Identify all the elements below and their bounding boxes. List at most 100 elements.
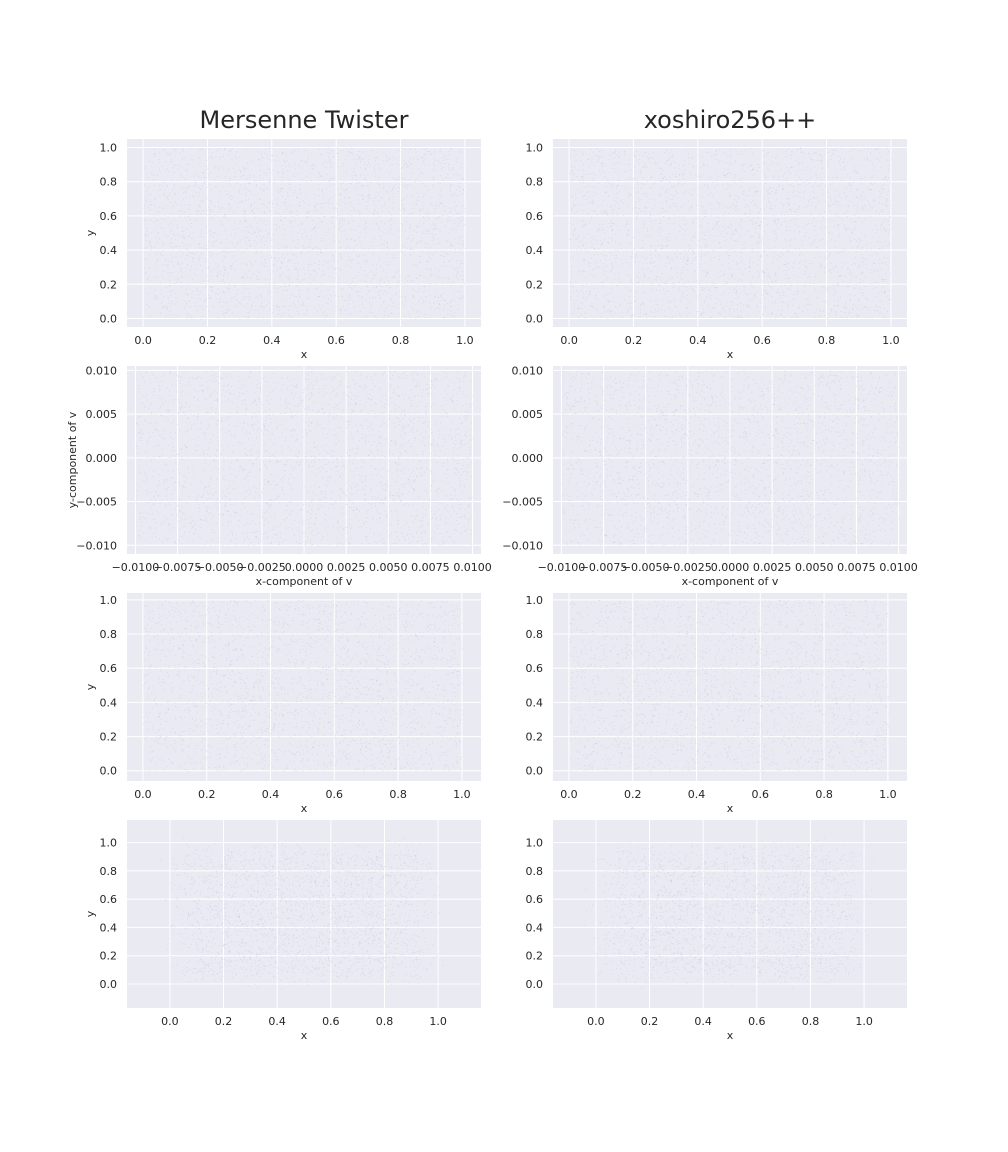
scatter-point bbox=[645, 313, 647, 314]
scatter-point bbox=[311, 229, 313, 231]
scatter-point bbox=[575, 238, 577, 240]
scatter-point bbox=[798, 207, 799, 209]
scatter-point bbox=[718, 220, 719, 222]
scatter-point bbox=[233, 269, 235, 271]
scatter-point bbox=[786, 167, 788, 169]
scatter-point bbox=[864, 197, 865, 199]
scatter-point bbox=[843, 311, 845, 313]
scatter-point bbox=[642, 269, 644, 271]
scatter-point bbox=[649, 157, 651, 159]
scatter-point bbox=[614, 258, 616, 259]
scatter-point bbox=[591, 216, 593, 218]
scatter-point bbox=[786, 241, 788, 242]
scatter-point bbox=[263, 306, 265, 308]
scatter-point bbox=[250, 205, 252, 207]
scatter-point bbox=[739, 233, 741, 235]
scatter-point bbox=[638, 271, 640, 273]
scatter-point bbox=[311, 153, 313, 155]
scatter-point bbox=[701, 226, 703, 228]
scatter-point bbox=[751, 286, 753, 288]
scatter-point bbox=[364, 315, 366, 317]
scatter-point bbox=[592, 172, 594, 174]
scatter-point bbox=[805, 281, 806, 283]
scatter-point bbox=[353, 286, 355, 288]
scatter-point bbox=[170, 222, 172, 224]
scatter-point bbox=[655, 204, 656, 206]
scatter-point bbox=[856, 171, 858, 173]
scatter-point bbox=[173, 314, 175, 316]
scatter-point bbox=[653, 311, 655, 313]
scatter-point bbox=[349, 183, 351, 185]
scatter-point bbox=[433, 302, 435, 304]
scatter-point bbox=[798, 267, 800, 269]
scatter-point bbox=[314, 246, 316, 248]
scatter-point bbox=[847, 268, 849, 270]
scatter-point bbox=[300, 252, 302, 254]
scatter-point bbox=[812, 196, 814, 198]
scatter-point bbox=[601, 156, 602, 158]
scatter-point bbox=[590, 305, 592, 307]
scatter-point bbox=[644, 275, 646, 277]
scatter-point bbox=[742, 273, 744, 275]
scatter-point bbox=[718, 160, 720, 162]
scatter-point bbox=[199, 204, 201, 206]
scatter-point bbox=[305, 314, 307, 316]
scatter-point bbox=[231, 265, 233, 266]
x-tick-label: 0.0 bbox=[134, 334, 152, 347]
scatter-point bbox=[189, 218, 191, 220]
scatter-point bbox=[426, 260, 428, 262]
scatter-point bbox=[803, 292, 805, 294]
scatter-point bbox=[700, 255, 702, 257]
scatter-point bbox=[190, 226, 192, 228]
scatter-point bbox=[881, 245, 883, 247]
scatter-point bbox=[212, 245, 214, 246]
scatter-point bbox=[421, 237, 423, 239]
scatter-point bbox=[400, 223, 402, 225]
scatter-point bbox=[845, 230, 847, 231]
scatter-point bbox=[603, 281, 605, 283]
scatter-point bbox=[371, 241, 373, 243]
scatter-point bbox=[633, 248, 635, 250]
scatter-point bbox=[830, 310, 832, 312]
scatter-point bbox=[269, 168, 271, 170]
scatter-point bbox=[199, 235, 201, 237]
scatter-point bbox=[662, 178, 664, 179]
scatter-point bbox=[288, 314, 290, 316]
scatter-point bbox=[335, 295, 336, 297]
scatter-point bbox=[638, 197, 640, 199]
scatter-point bbox=[196, 252, 198, 254]
scatter-point bbox=[655, 249, 657, 251]
scatter-point bbox=[456, 274, 458, 276]
scatter-point bbox=[817, 185, 819, 187]
scatter-point bbox=[705, 252, 707, 254]
scatter-point bbox=[254, 180, 256, 182]
scatter-point bbox=[721, 184, 723, 186]
scatter-point bbox=[327, 231, 329, 233]
scatter-point bbox=[390, 218, 392, 220]
scatter-point bbox=[884, 290, 886, 292]
scatter-point bbox=[855, 221, 857, 223]
scatter-point bbox=[825, 290, 827, 292]
scatter-point bbox=[843, 159, 845, 161]
scatter-point bbox=[610, 237, 612, 239]
scatter-point bbox=[248, 316, 250, 318]
scatter-point bbox=[203, 170, 205, 172]
scatter-point bbox=[788, 191, 790, 193]
scatter-point bbox=[234, 235, 236, 237]
scatter-point bbox=[464, 208, 465, 209]
scatter-point bbox=[671, 277, 673, 279]
scatter-point bbox=[884, 176, 886, 177]
scatter-point bbox=[771, 155, 773, 157]
scatter-point bbox=[304, 278, 306, 280]
scatter-point bbox=[232, 213, 234, 215]
scatter-point bbox=[351, 227, 353, 229]
scatter-point bbox=[192, 196, 194, 198]
scatter-point bbox=[605, 258, 606, 260]
scatter-point bbox=[793, 210, 795, 212]
scatter-point bbox=[887, 318, 889, 320]
scatter-point bbox=[162, 185, 164, 187]
scatter-point bbox=[411, 208, 413, 210]
scatter-point bbox=[340, 310, 342, 312]
scatter-point bbox=[371, 150, 373, 151]
scatter-point bbox=[178, 279, 180, 281]
